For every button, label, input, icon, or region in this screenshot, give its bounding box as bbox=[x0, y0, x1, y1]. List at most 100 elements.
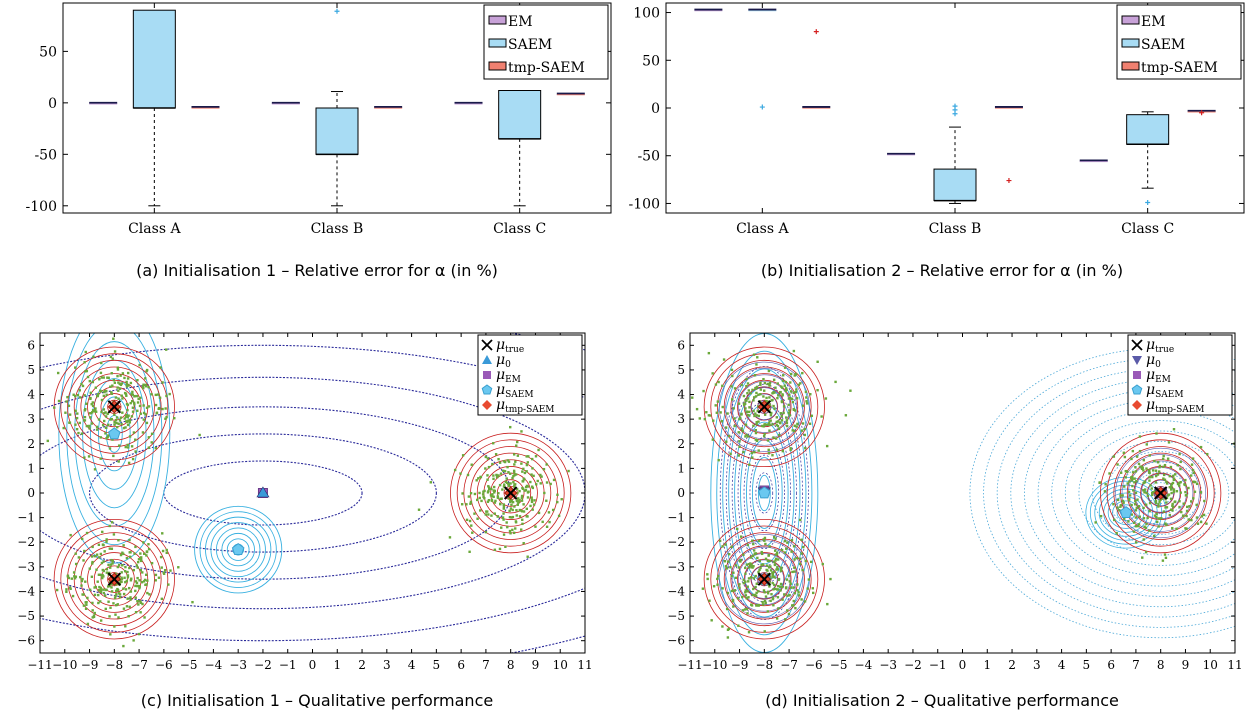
sample-point bbox=[112, 533, 116, 536]
sample-point bbox=[763, 432, 766, 436]
sample-point bbox=[103, 419, 106, 423]
sample-point bbox=[501, 488, 504, 491]
sample-point bbox=[121, 372, 125, 375]
legend-subscript-init: 0 bbox=[1155, 360, 1161, 370]
sample-point bbox=[128, 605, 131, 609]
outlier-point bbox=[1145, 200, 1151, 205]
sample-point bbox=[752, 542, 755, 546]
sample-point bbox=[486, 474, 489, 477]
sample-point bbox=[829, 577, 832, 581]
sample-point bbox=[510, 499, 513, 502]
sample-point bbox=[69, 587, 72, 591]
sample-point bbox=[556, 493, 559, 496]
sample-point bbox=[118, 595, 122, 599]
sample-point bbox=[805, 400, 808, 403]
sample-point bbox=[767, 448, 770, 452]
sample-point bbox=[521, 470, 524, 473]
sample-point bbox=[1099, 514, 1103, 518]
sample-point bbox=[493, 501, 497, 504]
sample-point bbox=[117, 460, 120, 463]
sample-point bbox=[718, 539, 722, 543]
saem-contour bbox=[716, 350, 813, 636]
sample-point bbox=[154, 403, 158, 407]
legend-subscript-tmp: tmp-SAEM bbox=[1155, 405, 1204, 415]
em-contour bbox=[40, 376, 585, 610]
sample-point bbox=[523, 471, 527, 475]
sample-point bbox=[135, 564, 139, 567]
sample-point bbox=[158, 406, 161, 410]
sample-point bbox=[1126, 482, 1129, 485]
tmp-contour bbox=[703, 518, 825, 640]
sample-point bbox=[786, 594, 789, 597]
sample-point bbox=[1163, 478, 1167, 481]
saem-contour bbox=[722, 368, 807, 618]
sample-point bbox=[78, 389, 81, 392]
sample-point bbox=[1122, 451, 1126, 454]
sample-point bbox=[128, 421, 132, 424]
sample-point bbox=[165, 394, 168, 398]
sample-point bbox=[97, 573, 101, 576]
sample-point bbox=[801, 404, 805, 407]
sample-point bbox=[503, 483, 506, 486]
sample-point bbox=[779, 421, 782, 425]
sample-point bbox=[717, 380, 720, 384]
sample-point bbox=[136, 584, 139, 588]
sample-point bbox=[113, 350, 117, 353]
sample-point bbox=[504, 480, 508, 484]
box-body bbox=[1126, 114, 1170, 145]
legend-subscript-true: true bbox=[505, 345, 524, 355]
sample-point bbox=[816, 360, 819, 363]
sample-point bbox=[728, 434, 731, 438]
y-tick-label: 0 bbox=[651, 101, 660, 117]
sample-point bbox=[497, 474, 500, 477]
sample-point bbox=[711, 438, 715, 441]
sample-point bbox=[93, 593, 97, 597]
sample-point bbox=[751, 539, 754, 542]
sample-point bbox=[1116, 463, 1119, 466]
sample-point bbox=[513, 473, 516, 477]
sample-point bbox=[1192, 497, 1195, 500]
sample-point bbox=[771, 572, 774, 575]
sample-point bbox=[1144, 550, 1148, 554]
sample-point bbox=[502, 512, 505, 515]
sample-point bbox=[118, 419, 122, 422]
sample-point bbox=[486, 457, 490, 460]
sample-point bbox=[128, 418, 132, 422]
sample-point bbox=[90, 555, 94, 558]
sample-point bbox=[1140, 467, 1144, 471]
sample-point bbox=[734, 576, 737, 580]
sample-point bbox=[1191, 468, 1195, 472]
sample-point bbox=[126, 371, 130, 375]
sample-point bbox=[117, 389, 120, 392]
sample-point bbox=[429, 481, 432, 484]
sample-point bbox=[1144, 503, 1148, 506]
sample-point bbox=[112, 337, 115, 340]
sample-point bbox=[771, 454, 774, 457]
sample-point bbox=[110, 586, 113, 589]
sample-point bbox=[787, 403, 790, 407]
sample-point bbox=[88, 427, 91, 430]
sample-point bbox=[120, 382, 124, 385]
x-tick-label: −9 bbox=[81, 658, 99, 672]
sample-point bbox=[138, 363, 141, 367]
outlier-point bbox=[1199, 110, 1205, 116]
x-tick-label: −4 bbox=[855, 658, 873, 672]
sample-point bbox=[788, 409, 791, 412]
sample-point bbox=[140, 581, 144, 584]
sample-point bbox=[129, 401, 132, 405]
sample-point bbox=[778, 433, 781, 437]
sample-point bbox=[750, 563, 753, 566]
sample-point bbox=[747, 577, 751, 580]
em-contour bbox=[719, 366, 809, 620]
sample-point bbox=[789, 372, 793, 376]
sample-point bbox=[136, 560, 140, 564]
sample-point bbox=[164, 348, 168, 351]
sample-point bbox=[763, 536, 767, 540]
sample-point bbox=[115, 416, 119, 419]
sample-point bbox=[695, 407, 699, 411]
sample-point bbox=[128, 566, 131, 570]
sample-point bbox=[787, 612, 791, 616]
sample-point bbox=[777, 607, 780, 610]
sample-point bbox=[128, 555, 132, 559]
